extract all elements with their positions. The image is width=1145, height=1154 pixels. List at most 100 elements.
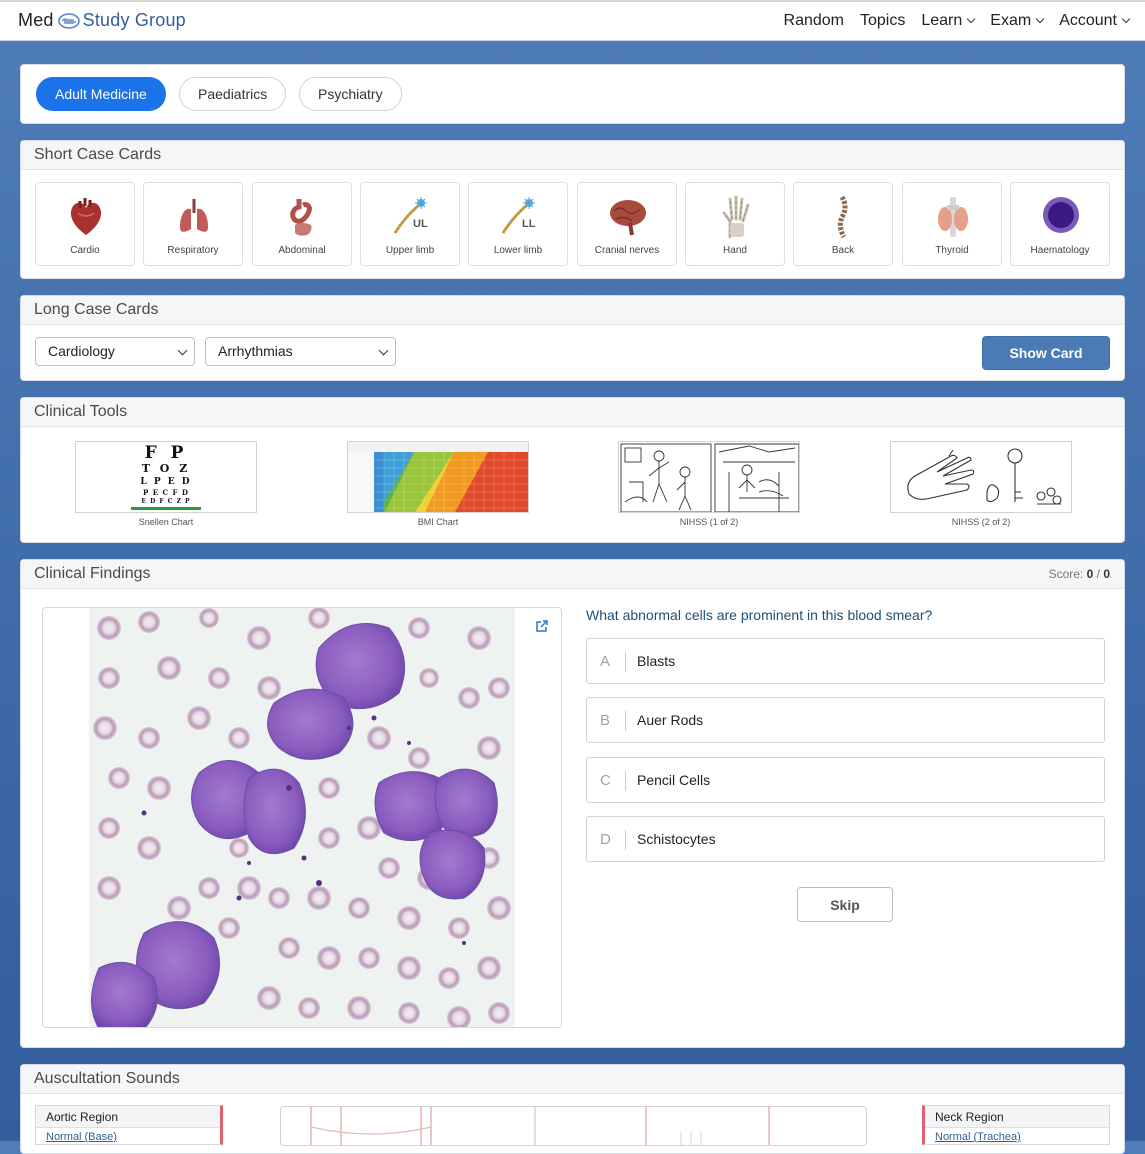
tile-upper-limb[interactable]: UL Upper limb: [360, 182, 460, 266]
nav-learn[interactable]: Learn: [921, 12, 976, 30]
answer-option-b[interactable]: B Auer Rods: [586, 697, 1105, 743]
brand-logo[interactable]: Med Study Group: [18, 10, 186, 31]
tool-snellen-chart[interactable]: F P T O Z L P E D P E C F D E D F C Z P …: [75, 441, 257, 527]
tile-back[interactable]: Back: [793, 182, 893, 266]
tile-haematology[interactable]: Haematology: [1010, 182, 1110, 266]
score-label: Score:: [1048, 567, 1084, 581]
blood-cell-icon: [1043, 197, 1079, 233]
snellen-line: E D F C Z P: [141, 498, 191, 505]
tile-badge: LL: [522, 218, 536, 230]
option-divider: [625, 711, 626, 731]
tile-hand[interactable]: Hand: [685, 182, 785, 266]
tab-adult-medicine[interactable]: Adult Medicine: [36, 77, 166, 111]
tool-caption: BMI Chart: [417, 517, 459, 527]
specialty-value: Cardiology: [48, 343, 115, 359]
brand-med: Med: [18, 10, 54, 30]
region-sound-link[interactable]: Normal (Base): [46, 1131, 117, 1143]
nav-random[interactable]: Random: [783, 12, 844, 29]
tile-label: Upper limb: [385, 245, 435, 256]
nav-exam-label: Exam: [990, 12, 1032, 29]
show-card-button[interactable]: Show Card: [982, 336, 1110, 370]
brain-icon: [610, 200, 646, 236]
nihss-1-thumbnail: [618, 441, 800, 513]
tool-bmi-chart[interactable]: BMI Chart: [347, 441, 529, 527]
tab-psychiatry[interactable]: Psychiatry: [299, 77, 402, 111]
clinical-tools-title: Clinical Tools: [21, 398, 1124, 427]
score-value: 0: [1086, 567, 1094, 581]
score-display: Score: 0 / 0: [1049, 567, 1110, 581]
chevron-down-icon: [1121, 14, 1131, 24]
snellen-green-bar: [131, 507, 201, 510]
specialty-select[interactable]: Cardiology: [35, 337, 195, 366]
tile-badge: UL: [413, 218, 428, 230]
nav-topics[interactable]: Topics: [860, 12, 906, 29]
tile-abdominal[interactable]: Abdominal: [252, 182, 352, 266]
tile-label: Cardio: [70, 245, 100, 256]
tile-lower-limb[interactable]: LL Lower limb: [468, 182, 568, 266]
tile-label: Abdominal: [278, 245, 326, 256]
nav-account[interactable]: Account: [1059, 12, 1131, 30]
chest-diagram: [280, 1106, 867, 1146]
thyroid-icon: [938, 197, 968, 237]
tile-label: Hand: [723, 245, 747, 256]
topic-select[interactable]: Arrhythmias: [205, 337, 396, 366]
brain-logo-icon: [57, 12, 80, 29]
brand-study-group: Study Group: [82, 10, 186, 30]
nerve-ll-icon: LL: [501, 197, 536, 234]
score-total: 0: [1103, 567, 1110, 581]
auscultation-sounds: Auscultation Sounds Aortic Region Normal…: [20, 1064, 1125, 1154]
tool-nihss-2[interactable]: NIHSS (2 of 2): [890, 441, 1072, 527]
option-divider: [625, 830, 626, 850]
option-letter: D: [600, 831, 611, 848]
hand-icon: [722, 195, 750, 239]
tile-label: Respiratory: [167, 245, 219, 256]
tool-nihss-1[interactable]: NIHSS (1 of 2): [618, 441, 800, 527]
neck-region-panel: Neck Region Normal (Trachea): [922, 1105, 1110, 1145]
clinical-findings-title: Clinical Findings Score: 0 / 0: [21, 560, 1124, 589]
external-link-icon[interactable]: [535, 619, 549, 633]
tile-thyroid[interactable]: Thyroid: [902, 182, 1002, 266]
option-divider: [625, 771, 626, 791]
tile-label: Back: [831, 245, 855, 256]
option-letter: C: [600, 772, 611, 789]
long-case-title: Long Case Cards: [21, 296, 1124, 325]
tool-caption: Snellen Chart: [138, 517, 194, 527]
option-letter: B: [600, 712, 611, 729]
bmi-chart-thumbnail: [347, 441, 529, 513]
tile-label: Cranial nerves: [594, 245, 660, 256]
short-case-cards: Short Case Cards Cardio Respiratory Abdo…: [20, 140, 1125, 279]
option-text: Schistocytes: [637, 831, 716, 847]
clinical-findings: Clinical Findings Score: 0 / 0: [20, 559, 1125, 1048]
chevron-down-icon: [378, 345, 389, 356]
answer-option-c[interactable]: C Pencil Cells: [586, 757, 1105, 803]
top-navbar: Med Study Group Random Topics Learn Exam…: [0, 0, 1145, 41]
auscultation-title: Auscultation Sounds: [21, 1065, 1124, 1094]
snellen-line: P E C F D: [143, 488, 189, 497]
nihss-2-thumbnail: [890, 441, 1072, 513]
topic-value: Arrhythmias: [218, 343, 293, 359]
chevron-down-icon: [177, 345, 188, 356]
option-letter: A: [600, 653, 611, 670]
tile-cardio[interactable]: Cardio: [35, 182, 135, 266]
clinical-tools: Clinical Tools F P T O Z L P E D P E C F…: [20, 397, 1125, 543]
nav-exam[interactable]: Exam: [990, 12, 1045, 30]
answer-option-a[interactable]: A Blasts: [586, 638, 1105, 684]
answer-option-d[interactable]: D Schistocytes: [586, 816, 1105, 862]
spine-icon: [837, 195, 848, 239]
snellen-line: T O Z: [141, 462, 191, 475]
heart-icon: [70, 198, 102, 235]
tile-respiratory[interactable]: Respiratory: [143, 182, 243, 266]
tool-caption: NIHSS (1 of 2): [679, 517, 739, 527]
tile-label: Lower limb: [493, 245, 543, 256]
snellen-chart-thumbnail: F P T O Z L P E D P E C F D E D F C Z P: [75, 441, 257, 513]
option-text: Auer Rods: [637, 712, 704, 728]
option-divider: [625, 652, 626, 672]
snellen-line: F P: [144, 443, 188, 463]
blood-smear-image: [89, 608, 515, 1027]
tab-paediatrics[interactable]: Paediatrics: [179, 77, 287, 111]
aortic-region-panel: Aortic Region Normal (Base): [35, 1105, 223, 1145]
tile-cranial-nerves[interactable]: Cranial nerves: [577, 182, 677, 266]
skip-button[interactable]: Skip: [797, 887, 893, 922]
region-title: Aortic Region: [36, 1106, 220, 1128]
region-sound-link[interactable]: Normal (Trachea): [935, 1131, 1021, 1143]
